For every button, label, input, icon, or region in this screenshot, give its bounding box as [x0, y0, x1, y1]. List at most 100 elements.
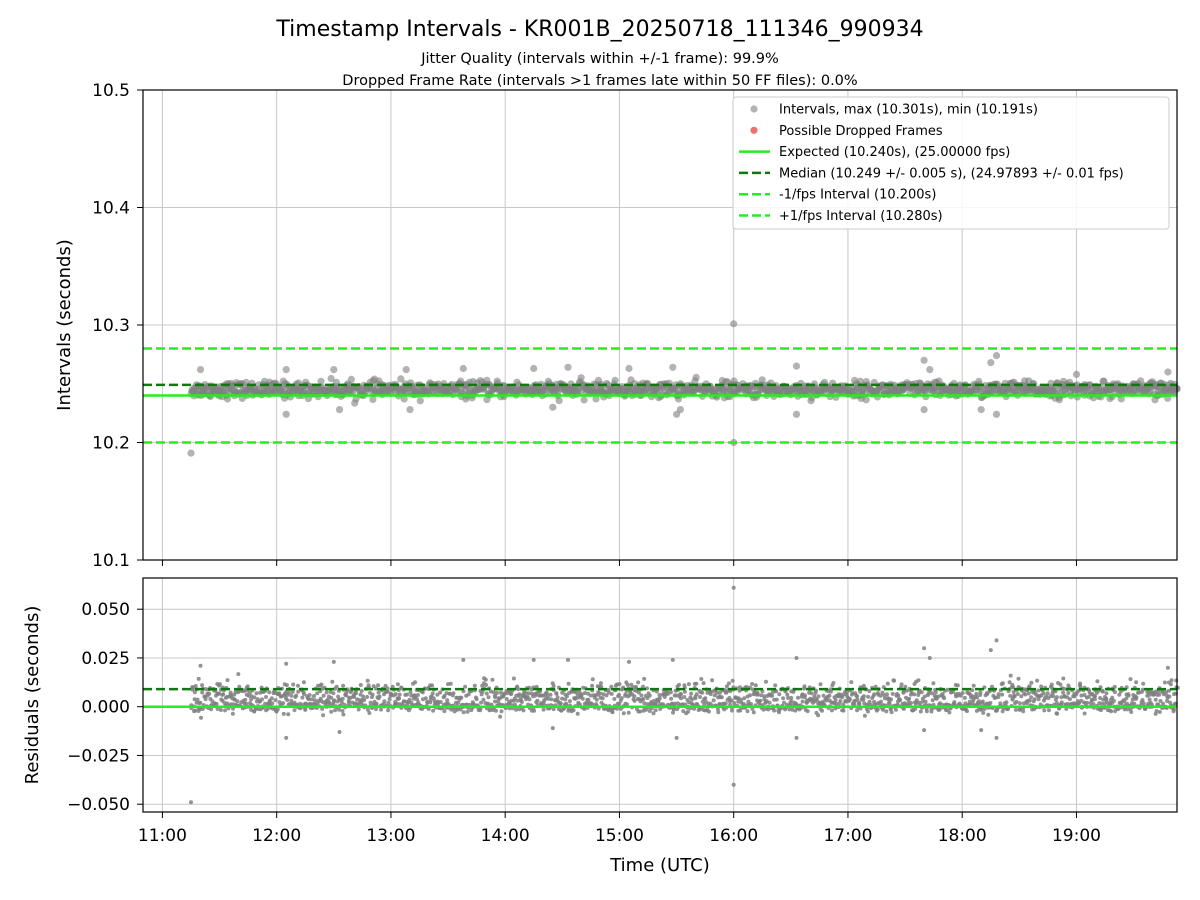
data-point: [805, 709, 810, 714]
data-point: [493, 699, 497, 704]
data-point: [1125, 707, 1130, 712]
data-point: [195, 697, 200, 702]
data-point: [331, 691, 336, 696]
data-point: [682, 689, 687, 694]
intervals-y-ticks: 10.1 10.2 10.3 10.4 10.5: [92, 81, 143, 571]
data-point: [686, 709, 691, 714]
data-point: [200, 690, 205, 695]
legend-entry: -1/fps Interval (10.200s): [779, 188, 936, 203]
data-point: [1126, 693, 1131, 698]
data-point: [890, 691, 895, 696]
data-point: [289, 693, 294, 698]
data-point: [1113, 690, 1117, 695]
data-point: [861, 683, 866, 688]
data-point: [548, 692, 553, 697]
data-point: [617, 682, 622, 687]
data-point: [571, 708, 576, 713]
data-point: [1013, 707, 1018, 712]
data-point: [671, 710, 675, 715]
data-point: [423, 696, 428, 701]
outlier-point: [530, 364, 538, 373]
data-point: [960, 691, 965, 695]
outlier-point: [731, 782, 736, 787]
data-point: [1007, 680, 1012, 685]
outlier-point: [1072, 370, 1081, 378]
data-point: [1027, 684, 1032, 689]
outlier-point: [459, 364, 467, 373]
data-point: [519, 700, 524, 704]
data-point: [647, 693, 652, 698]
data-point: [329, 709, 334, 714]
data-point: [1154, 709, 1159, 713]
data-point: [978, 690, 983, 695]
data-point: [358, 683, 363, 687]
outlier-point: [926, 366, 934, 374]
data-point: [1167, 694, 1172, 699]
data-point: [636, 680, 641, 685]
data-point: [196, 676, 201, 681]
legend-marker: [750, 126, 758, 134]
data-point: [899, 682, 904, 687]
data-point: [300, 695, 305, 700]
outlier-point: [992, 352, 1001, 360]
data-point: [715, 707, 720, 712]
data-point: [518, 696, 523, 701]
outlier-point: [335, 406, 344, 414]
data-point: [1134, 680, 1139, 685]
data-point: [580, 396, 588, 404]
data-point: [420, 690, 425, 695]
data-point: [723, 701, 728, 706]
data-point: [782, 700, 786, 705]
data-point: [448, 681, 453, 686]
data-point: [767, 700, 772, 705]
data-point: [875, 707, 880, 712]
data-point: [981, 710, 986, 715]
x-tick-label: 12:00: [252, 826, 301, 846]
data-point: [312, 698, 317, 703]
data-point: [397, 375, 405, 383]
data-point: [1055, 711, 1060, 716]
data-point: [601, 692, 606, 697]
data-point: [759, 693, 764, 698]
data-point: [857, 702, 862, 706]
data-point: [644, 707, 649, 712]
data-point: [914, 698, 919, 703]
data-point: [416, 397, 424, 405]
data-point: [504, 697, 509, 701]
data-point: [560, 696, 565, 701]
data-point: [971, 683, 976, 688]
data-point: [1021, 709, 1026, 714]
chart-subtitle-jitter: Jitter Quality (intervals within +/-1 fr…: [420, 51, 779, 67]
data-point: [438, 690, 443, 695]
data-point: [861, 694, 866, 699]
data-point: [796, 695, 800, 700]
data-point: [425, 700, 430, 705]
data-point: [617, 701, 622, 706]
data-point: [329, 695, 334, 700]
outlier-point: [920, 406, 928, 414]
data-point: [633, 684, 638, 689]
y-tick-label: 10.1: [92, 551, 130, 571]
data-point: [340, 708, 345, 713]
data-point: [1111, 698, 1116, 703]
data-point: [459, 695, 464, 700]
data-point: [549, 697, 554, 702]
data-point: [922, 694, 927, 699]
data-point: [639, 693, 644, 698]
data-point: [527, 697, 532, 702]
data-point: [774, 697, 779, 702]
data-point: [632, 694, 637, 699]
data-point: [472, 683, 477, 688]
data-point: [461, 710, 466, 715]
y-tick-label: 10.5: [92, 81, 130, 101]
data-point: [692, 373, 700, 381]
data-point: [580, 696, 585, 701]
data-point: [200, 707, 205, 711]
data-point: [1168, 682, 1173, 687]
data-point: [1019, 694, 1024, 699]
data-point: [1029, 695, 1034, 700]
data-point: [347, 700, 351, 705]
data-point: [858, 689, 863, 694]
data-point: [307, 693, 312, 697]
outlier-point: [987, 359, 995, 367]
